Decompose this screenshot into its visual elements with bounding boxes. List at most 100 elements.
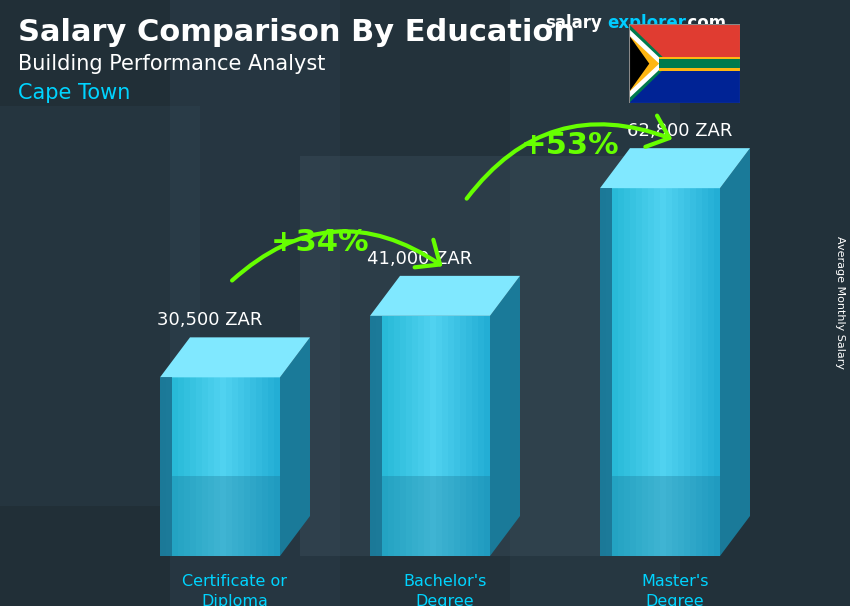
Bar [478, 316, 484, 556]
Bar [702, 188, 709, 556]
Bar [654, 188, 660, 556]
Bar [178, 378, 184, 556]
Bar [442, 316, 449, 556]
Bar [0, 0, 170, 606]
Bar [460, 316, 467, 556]
Bar [600, 188, 607, 556]
Bar [629, 64, 740, 103]
Bar [190, 378, 196, 556]
FancyArrowPatch shape [467, 116, 670, 199]
Bar [424, 316, 430, 556]
Bar [226, 378, 233, 556]
Bar [624, 188, 631, 556]
Bar [274, 378, 280, 556]
Bar [394, 316, 400, 556]
Text: Average Monthly Salary: Average Monthly Salary [835, 236, 845, 370]
Bar [642, 188, 649, 556]
Text: +34%: +34% [270, 228, 369, 257]
Bar [636, 188, 643, 556]
Text: +53%: +53% [521, 132, 620, 161]
Bar [220, 378, 226, 556]
Bar [672, 188, 678, 556]
Polygon shape [160, 338, 310, 378]
Text: 41,000 ZAR: 41,000 ZAR [367, 250, 473, 268]
Bar [382, 316, 388, 556]
Bar [714, 188, 721, 556]
Bar [418, 316, 424, 556]
Polygon shape [370, 276, 520, 316]
Bar [629, 24, 740, 64]
Bar [466, 316, 473, 556]
Polygon shape [629, 35, 660, 92]
Polygon shape [629, 35, 649, 92]
Bar [160, 378, 172, 556]
Bar [660, 56, 740, 71]
Bar [160, 378, 167, 556]
Bar [268, 378, 275, 556]
Bar [612, 476, 720, 556]
Bar [690, 188, 696, 556]
Bar [630, 188, 637, 556]
Bar [618, 188, 625, 556]
Bar [448, 316, 455, 556]
Text: salary: salary [545, 14, 602, 32]
Bar [484, 316, 490, 556]
Bar [370, 316, 382, 556]
Bar [436, 316, 443, 556]
Bar [208, 378, 214, 556]
Text: .com: .com [681, 14, 726, 32]
Text: Building Performance Analyst: Building Performance Analyst [18, 54, 326, 74]
Bar [376, 316, 382, 556]
Bar [660, 59, 740, 68]
Bar [214, 378, 220, 556]
Bar [472, 316, 479, 556]
Bar [172, 378, 178, 556]
Bar [666, 188, 672, 556]
Bar [202, 378, 208, 556]
Bar [454, 316, 461, 556]
Text: Salary Comparison By Education: Salary Comparison By Education [18, 18, 575, 47]
Bar [262, 378, 269, 556]
Bar [430, 316, 437, 556]
Text: Cape Town: Cape Town [18, 83, 130, 103]
Text: 30,500 ZAR: 30,500 ZAR [157, 311, 263, 329]
Bar [232, 378, 239, 556]
Polygon shape [629, 29, 666, 98]
Bar [412, 316, 418, 556]
Bar [300, 156, 700, 556]
Polygon shape [600, 148, 750, 188]
Bar [684, 188, 690, 556]
Bar [170, 0, 340, 606]
Text: explorer: explorer [607, 14, 686, 32]
Polygon shape [280, 338, 310, 556]
Bar [648, 188, 654, 556]
Bar [600, 188, 612, 556]
Bar [184, 378, 190, 556]
Bar [196, 378, 202, 556]
Bar [166, 378, 173, 556]
Bar [400, 316, 406, 556]
Bar [708, 188, 715, 556]
Polygon shape [629, 24, 670, 103]
Bar [238, 378, 245, 556]
Polygon shape [720, 148, 750, 556]
Bar [406, 316, 412, 556]
Bar [382, 476, 490, 556]
Bar [256, 378, 263, 556]
Bar [370, 316, 377, 556]
Text: Master's
Degree: Master's Degree [641, 574, 709, 606]
Bar [340, 0, 510, 606]
Text: Bachelor's
Degree: Bachelor's Degree [403, 574, 487, 606]
Text: Certificate or
Diploma: Certificate or Diploma [183, 574, 287, 606]
Bar [244, 378, 251, 556]
Bar [678, 188, 684, 556]
Polygon shape [490, 276, 520, 556]
Bar [172, 476, 280, 556]
Bar [510, 0, 680, 606]
Bar [0, 106, 200, 506]
Bar [660, 188, 666, 556]
Bar [680, 0, 850, 606]
Bar [606, 188, 613, 556]
Bar [696, 188, 702, 556]
Bar [612, 188, 619, 556]
